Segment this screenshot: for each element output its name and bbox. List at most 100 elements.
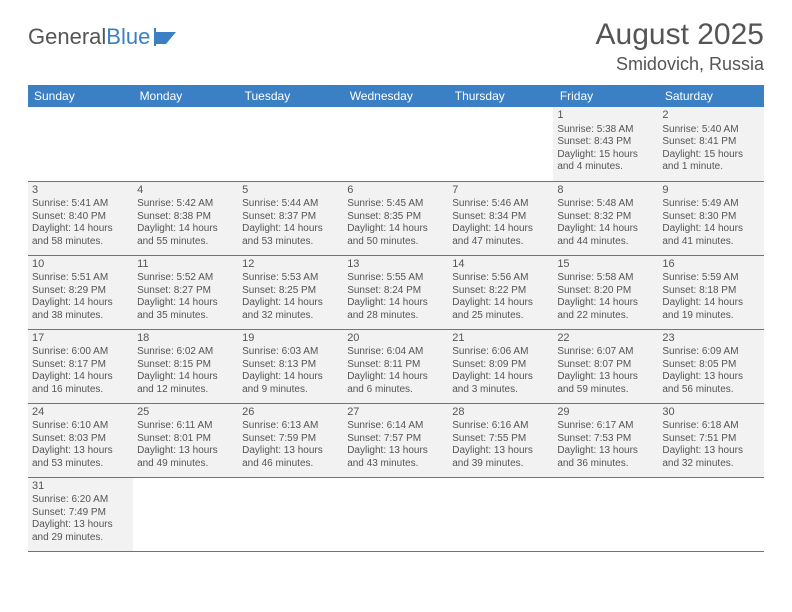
calendar-empty-cell (448, 477, 553, 551)
sunrise-text: Sunrise: 5:44 AM (242, 198, 339, 211)
day-number: 7 (452, 184, 549, 198)
sunset-text: Sunset: 8:01 PM (137, 433, 234, 446)
calendar-day-cell: 3Sunrise: 5:41 AMSunset: 8:40 PMDaylight… (28, 181, 133, 255)
sunrise-text: Sunrise: 5:49 AM (662, 198, 759, 211)
calendar-week-row: 31Sunrise: 6:20 AMSunset: 7:49 PMDayligh… (28, 477, 764, 551)
daylight-text: Daylight: 13 hours (662, 445, 759, 458)
calendar-week-row: 10Sunrise: 5:51 AMSunset: 8:29 PMDayligh… (28, 255, 764, 329)
daylight-text: Daylight: 13 hours (242, 445, 339, 458)
day-number: 25 (137, 406, 234, 420)
sunset-text: Sunset: 8:34 PM (452, 211, 549, 224)
calendar-empty-cell (238, 477, 343, 551)
calendar-day-cell: 11Sunrise: 5:52 AMSunset: 8:27 PMDayligh… (133, 255, 238, 329)
sunrise-text: Sunrise: 6:10 AM (32, 420, 129, 433)
weekday-header: Thursday (448, 85, 553, 107)
calendar-week-row: 3Sunrise: 5:41 AMSunset: 8:40 PMDaylight… (28, 181, 764, 255)
daylight-text: and 36 minutes. (557, 458, 654, 471)
sunrise-text: Sunrise: 6:17 AM (557, 420, 654, 433)
sunset-text: Sunset: 8:43 PM (557, 136, 654, 149)
daylight-text: and 22 minutes. (557, 310, 654, 323)
calendar-day-cell: 18Sunrise: 6:02 AMSunset: 8:15 PMDayligh… (133, 329, 238, 403)
daylight-text: Daylight: 14 hours (32, 297, 129, 310)
day-number: 8 (557, 184, 654, 198)
day-number: 14 (452, 258, 549, 272)
daylight-text: Daylight: 14 hours (347, 223, 444, 236)
calendar-empty-cell (133, 107, 238, 181)
sunset-text: Sunset: 8:20 PM (557, 285, 654, 298)
sunset-text: Sunset: 8:11 PM (347, 359, 444, 372)
daylight-text: Daylight: 14 hours (347, 371, 444, 384)
sunset-text: Sunset: 8:27 PM (137, 285, 234, 298)
sunset-text: Sunset: 7:49 PM (32, 507, 129, 520)
day-number: 4 (137, 184, 234, 198)
calendar-day-cell: 28Sunrise: 6:16 AMSunset: 7:55 PMDayligh… (448, 403, 553, 477)
title-block: August 2025 Smidovich, Russia (596, 18, 764, 75)
sunrise-text: Sunrise: 6:07 AM (557, 346, 654, 359)
daylight-text: and 28 minutes. (347, 310, 444, 323)
daylight-text: Daylight: 13 hours (137, 445, 234, 458)
calendar-day-cell: 27Sunrise: 6:14 AMSunset: 7:57 PMDayligh… (343, 403, 448, 477)
daylight-text: Daylight: 13 hours (347, 445, 444, 458)
sunrise-text: Sunrise: 5:38 AM (557, 124, 654, 137)
calendar-empty-cell (28, 107, 133, 181)
sunrise-text: Sunrise: 5:41 AM (32, 198, 129, 211)
day-number: 28 (452, 406, 549, 420)
sunset-text: Sunset: 8:05 PM (662, 359, 759, 372)
calendar-day-cell: 6Sunrise: 5:45 AMSunset: 8:35 PMDaylight… (343, 181, 448, 255)
day-number: 29 (557, 406, 654, 420)
daylight-text: and 39 minutes. (452, 458, 549, 471)
calendar-day-cell: 24Sunrise: 6:10 AMSunset: 8:03 PMDayligh… (28, 403, 133, 477)
sunset-text: Sunset: 7:59 PM (242, 433, 339, 446)
daylight-text: Daylight: 15 hours (557, 149, 654, 162)
weekday-header: Monday (133, 85, 238, 107)
sunset-text: Sunset: 7:57 PM (347, 433, 444, 446)
daylight-text: Daylight: 14 hours (137, 223, 234, 236)
calendar-day-cell: 12Sunrise: 5:53 AMSunset: 8:25 PMDayligh… (238, 255, 343, 329)
daylight-text: and 19 minutes. (662, 310, 759, 323)
sunset-text: Sunset: 7:55 PM (452, 433, 549, 446)
logo-flag-icon (154, 28, 180, 46)
sunset-text: Sunset: 8:09 PM (452, 359, 549, 372)
sunset-text: Sunset: 8:30 PM (662, 211, 759, 224)
daylight-text: and 50 minutes. (347, 236, 444, 249)
daylight-text: and 12 minutes. (137, 384, 234, 397)
daylight-text: and 53 minutes. (242, 236, 339, 249)
daylight-text: and 4 minutes. (557, 161, 654, 174)
daylight-text: Daylight: 14 hours (242, 371, 339, 384)
calendar-day-cell: 31Sunrise: 6:20 AMSunset: 7:49 PMDayligh… (28, 477, 133, 551)
sunrise-text: Sunrise: 6:04 AM (347, 346, 444, 359)
sunrise-text: Sunrise: 5:58 AM (557, 272, 654, 285)
sunrise-text: Sunrise: 5:46 AM (452, 198, 549, 211)
calendar-day-cell: 5Sunrise: 5:44 AMSunset: 8:37 PMDaylight… (238, 181, 343, 255)
calendar-day-cell: 7Sunrise: 5:46 AMSunset: 8:34 PMDaylight… (448, 181, 553, 255)
logo-text-2: Blue (106, 24, 150, 50)
calendar-day-cell: 1Sunrise: 5:38 AMSunset: 8:43 PMDaylight… (553, 107, 658, 181)
daylight-text: and 32 minutes. (242, 310, 339, 323)
calendar-week-row: 1Sunrise: 5:38 AMSunset: 8:43 PMDaylight… (28, 107, 764, 181)
day-number: 22 (557, 332, 654, 346)
sunset-text: Sunset: 8:17 PM (32, 359, 129, 372)
daylight-text: and 46 minutes. (242, 458, 339, 471)
daylight-text: Daylight: 13 hours (662, 371, 759, 384)
calendar-empty-cell (343, 107, 448, 181)
sunset-text: Sunset: 8:38 PM (137, 211, 234, 224)
calendar-empty-cell (553, 477, 658, 551)
day-number: 13 (347, 258, 444, 272)
sunrise-text: Sunrise: 5:51 AM (32, 272, 129, 285)
sunrise-text: Sunrise: 5:42 AM (137, 198, 234, 211)
daylight-text: Daylight: 14 hours (242, 223, 339, 236)
calendar-day-cell: 21Sunrise: 6:06 AMSunset: 8:09 PMDayligh… (448, 329, 553, 403)
sunset-text: Sunset: 8:03 PM (32, 433, 129, 446)
daylight-text: and 49 minutes. (137, 458, 234, 471)
day-number: 12 (242, 258, 339, 272)
sunrise-text: Sunrise: 5:45 AM (347, 198, 444, 211)
daylight-text: Daylight: 14 hours (32, 371, 129, 384)
sunset-text: Sunset: 7:53 PM (557, 433, 654, 446)
calendar-empty-cell (238, 107, 343, 181)
weekday-header-row: SundayMondayTuesdayWednesdayThursdayFrid… (28, 85, 764, 107)
day-number: 1 (557, 109, 654, 123)
logo: GeneralBlue (28, 18, 180, 50)
daylight-text: Daylight: 15 hours (662, 149, 759, 162)
day-number: 24 (32, 406, 129, 420)
sunrise-text: Sunrise: 6:16 AM (452, 420, 549, 433)
